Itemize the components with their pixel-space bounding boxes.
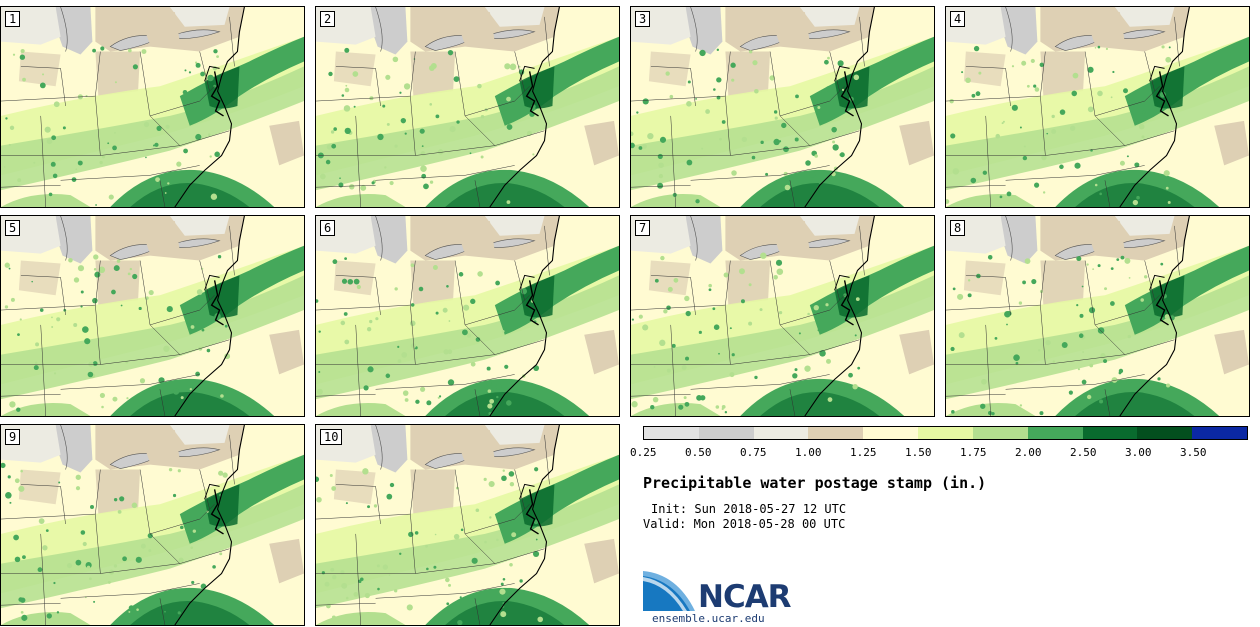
colorbar-ticks: 0.25 0.50 0.75 1.00 1.25 1.50 1.75 2.00 2.50 3.00…	[630, 446, 1250, 460]
logo-url: ensemble.ucar.edu	[652, 612, 765, 625]
precipitable-water-map	[946, 7, 1249, 207]
colorbar-swatch	[753, 427, 809, 439]
precipitable-water-map	[946, 216, 1249, 416]
precipitable-water-map	[316, 216, 619, 416]
member-number: 1	[5, 11, 21, 27]
colorbar-swatch	[863, 427, 919, 439]
member-number: 2	[320, 11, 336, 27]
member-number: 9	[5, 429, 21, 445]
map-panel: 4	[945, 6, 1250, 208]
map-panel: 1	[0, 6, 305, 208]
colorbar-tick-label: 1.25	[850, 446, 877, 459]
member-number: 7	[635, 220, 651, 236]
colorbar-swatch	[1192, 427, 1247, 439]
init-time: Init: Sun 2018-05-27 12 UTC	[651, 502, 847, 516]
map-panel: 8	[945, 215, 1250, 417]
colorbar-swatch	[1027, 427, 1083, 439]
colorbar-tick-label: 0.75	[740, 446, 767, 459]
colorbar-swatch	[808, 427, 864, 439]
colorbar-swatch	[1137, 427, 1193, 439]
map-panel: 5	[0, 215, 305, 417]
map-panel: 7	[630, 215, 935, 417]
valid-time: Valid: Mon 2018-05-28 00 UTC	[643, 517, 846, 531]
colorbar-tick-label: 1.50	[905, 446, 932, 459]
map-panel: 2	[315, 6, 620, 208]
precipitable-water-map	[631, 7, 934, 207]
member-number: 8	[950, 220, 966, 236]
member-number: 10	[320, 429, 343, 445]
colorbar-tick-label: 0.50	[685, 446, 712, 459]
precipitable-water-map	[1, 7, 304, 207]
map-panel: 10	[315, 424, 620, 626]
member-number: 5	[5, 220, 21, 236]
member-number: 6	[320, 220, 336, 236]
precipitable-water-map	[316, 7, 619, 207]
colorbar-tick-label: 2.00	[1015, 446, 1042, 459]
ncar-logo-icon	[643, 571, 695, 611]
colorbar-swatch	[698, 427, 754, 439]
precipitable-water-map	[1, 425, 304, 625]
colorbar-tick-label: 1.00	[795, 446, 822, 459]
member-number: 4	[950, 11, 966, 27]
map-panel: 3	[630, 6, 935, 208]
colorbar-swatch	[644, 427, 699, 439]
precipitable-water-map	[631, 216, 934, 416]
colorbar-tick-label: 1.75	[960, 446, 987, 459]
precipitable-water-map	[1, 216, 304, 416]
precipitable-water-map	[316, 425, 619, 625]
colorbar	[643, 426, 1248, 440]
logo-wordmark: NCAR	[698, 579, 792, 615]
colorbar-swatch	[1082, 427, 1138, 439]
colorbar-swatch	[972, 427, 1028, 439]
colorbar-swatch	[918, 427, 973, 439]
member-number: 3	[635, 11, 651, 27]
colorbar-tick-label: 3.50	[1180, 446, 1207, 459]
colorbar-tick-label: 0.25	[630, 446, 657, 459]
map-panel: 6	[315, 215, 620, 417]
colorbar-tick-label: 2.50	[1070, 446, 1097, 459]
map-panel: 9	[0, 424, 305, 626]
colorbar-tick-label: 3.00	[1125, 446, 1152, 459]
chart-title: Precipitable water postage stamp (in.)	[643, 474, 987, 492]
